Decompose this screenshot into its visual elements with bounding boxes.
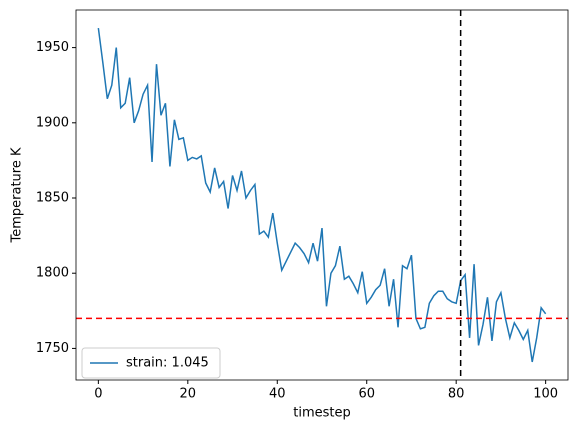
y-tick-label: 1900 xyxy=(36,115,69,130)
y-tick-label: 1850 xyxy=(36,191,69,206)
x-tick-label: 0 xyxy=(94,387,102,402)
y-tick-label: 1750 xyxy=(36,341,69,356)
x-axis-label: timestep xyxy=(293,406,351,421)
plot-frame xyxy=(75,9,569,381)
x-tick-label: 80 xyxy=(448,387,465,402)
y-tick-label: 1800 xyxy=(36,266,69,281)
legend-box xyxy=(81,347,221,379)
x-tick-label: 60 xyxy=(358,387,375,402)
x-tick-label: 40 xyxy=(269,387,286,402)
x-tick-label: 20 xyxy=(180,387,197,402)
legend-label: strain: 1.045 xyxy=(126,356,209,371)
y-axis-label: Temperature K xyxy=(10,147,25,243)
x-tick-label: 100 xyxy=(533,387,558,402)
y-tick-label: 1950 xyxy=(36,40,69,55)
data-line xyxy=(97,27,547,363)
